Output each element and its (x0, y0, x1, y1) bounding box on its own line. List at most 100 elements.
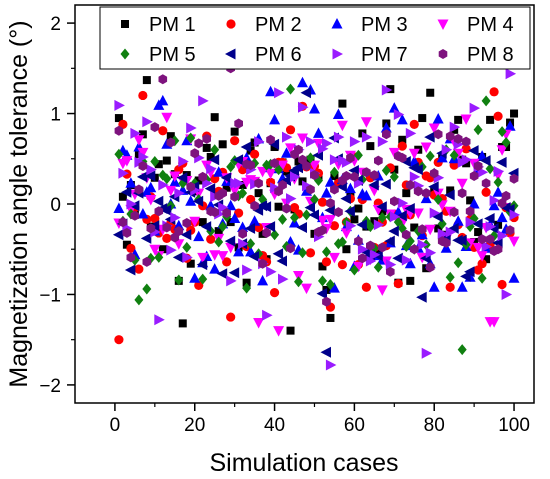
data-point (281, 147, 292, 158)
data-point (278, 213, 287, 225)
data-point (218, 202, 229, 214)
data-point (340, 228, 352, 239)
data-point (398, 135, 407, 144)
data-point (276, 255, 287, 267)
data-point (354, 236, 363, 247)
data-point (206, 234, 216, 244)
data-point (197, 252, 209, 264)
data-point (302, 209, 311, 221)
data-point (509, 173, 519, 184)
data-point (352, 261, 364, 273)
data-point (230, 136, 240, 146)
data-point (484, 213, 495, 224)
legend-marker (438, 49, 448, 59)
data-point (118, 217, 128, 228)
data-point (300, 87, 311, 99)
data-point (345, 220, 357, 232)
data-point (474, 228, 483, 237)
data-point (453, 257, 463, 269)
data-point (316, 288, 327, 300)
data-point (138, 151, 149, 163)
data-point (486, 115, 495, 124)
data-point (185, 195, 197, 206)
data-point (182, 241, 192, 253)
data-point (406, 276, 415, 285)
data-point (466, 196, 475, 205)
data-point (456, 178, 468, 190)
x-tick-label: 80 (424, 415, 445, 436)
data-point (366, 240, 375, 251)
data-point (198, 273, 208, 285)
data-point (317, 197, 328, 207)
data-point (413, 186, 423, 197)
data-point (293, 271, 304, 282)
data-point (377, 212, 387, 224)
data-point (265, 168, 277, 180)
data-point (114, 114, 123, 123)
data-point (285, 125, 296, 135)
data-point (286, 83, 295, 95)
data-point (321, 187, 332, 198)
data-point (320, 346, 331, 358)
data-point (297, 133, 308, 144)
data-point (210, 207, 219, 218)
data-point (270, 182, 281, 194)
data-point (150, 122, 160, 133)
data-point (361, 131, 373, 143)
data-point (214, 227, 223, 236)
data-point (389, 171, 399, 183)
data-point (305, 248, 316, 258)
data-point (418, 114, 427, 123)
data-point (232, 154, 244, 166)
data-point (404, 203, 415, 214)
data-point (480, 155, 491, 167)
data-point (329, 166, 339, 178)
data-point (488, 199, 500, 211)
data-point (493, 244, 503, 255)
data-point (254, 136, 265, 148)
data-point (445, 226, 457, 238)
data-point (453, 133, 463, 144)
data-point (329, 154, 341, 166)
data-point (496, 145, 508, 156)
data-point (118, 167, 129, 179)
y-tick-label: 2 (50, 14, 61, 35)
data-point (138, 130, 147, 139)
legend-label: PM 8 (467, 44, 514, 66)
data-point (425, 262, 435, 273)
data-point (209, 263, 221, 274)
data-point (285, 143, 296, 154)
data-point (292, 162, 303, 174)
data-point (388, 225, 399, 237)
data-point (162, 173, 172, 185)
data-point (204, 183, 216, 195)
x-tick-label: 0 (110, 415, 121, 436)
data-point (114, 125, 124, 136)
data-point (193, 230, 205, 242)
data-point (362, 167, 371, 178)
data-point (222, 208, 231, 218)
x-tick-label: 40 (264, 415, 285, 436)
data-point (388, 147, 400, 159)
data-point (308, 209, 319, 221)
data-point (218, 188, 227, 199)
data-point (409, 171, 421, 183)
data-point (358, 253, 367, 264)
data-point (508, 236, 520, 248)
data-point (146, 164, 157, 176)
data-point (322, 137, 333, 149)
data-point (162, 233, 172, 243)
data-point (304, 202, 315, 214)
data-point (172, 251, 184, 263)
data-point (497, 230, 509, 242)
data-point (202, 133, 211, 144)
data-point (476, 150, 488, 161)
data-point (457, 188, 467, 199)
data-point (198, 171, 208, 182)
data-point (378, 242, 387, 253)
data-point (326, 313, 335, 322)
data-point (309, 160, 320, 172)
data-point (446, 186, 455, 195)
data-point (420, 142, 432, 153)
data-point (152, 195, 164, 207)
